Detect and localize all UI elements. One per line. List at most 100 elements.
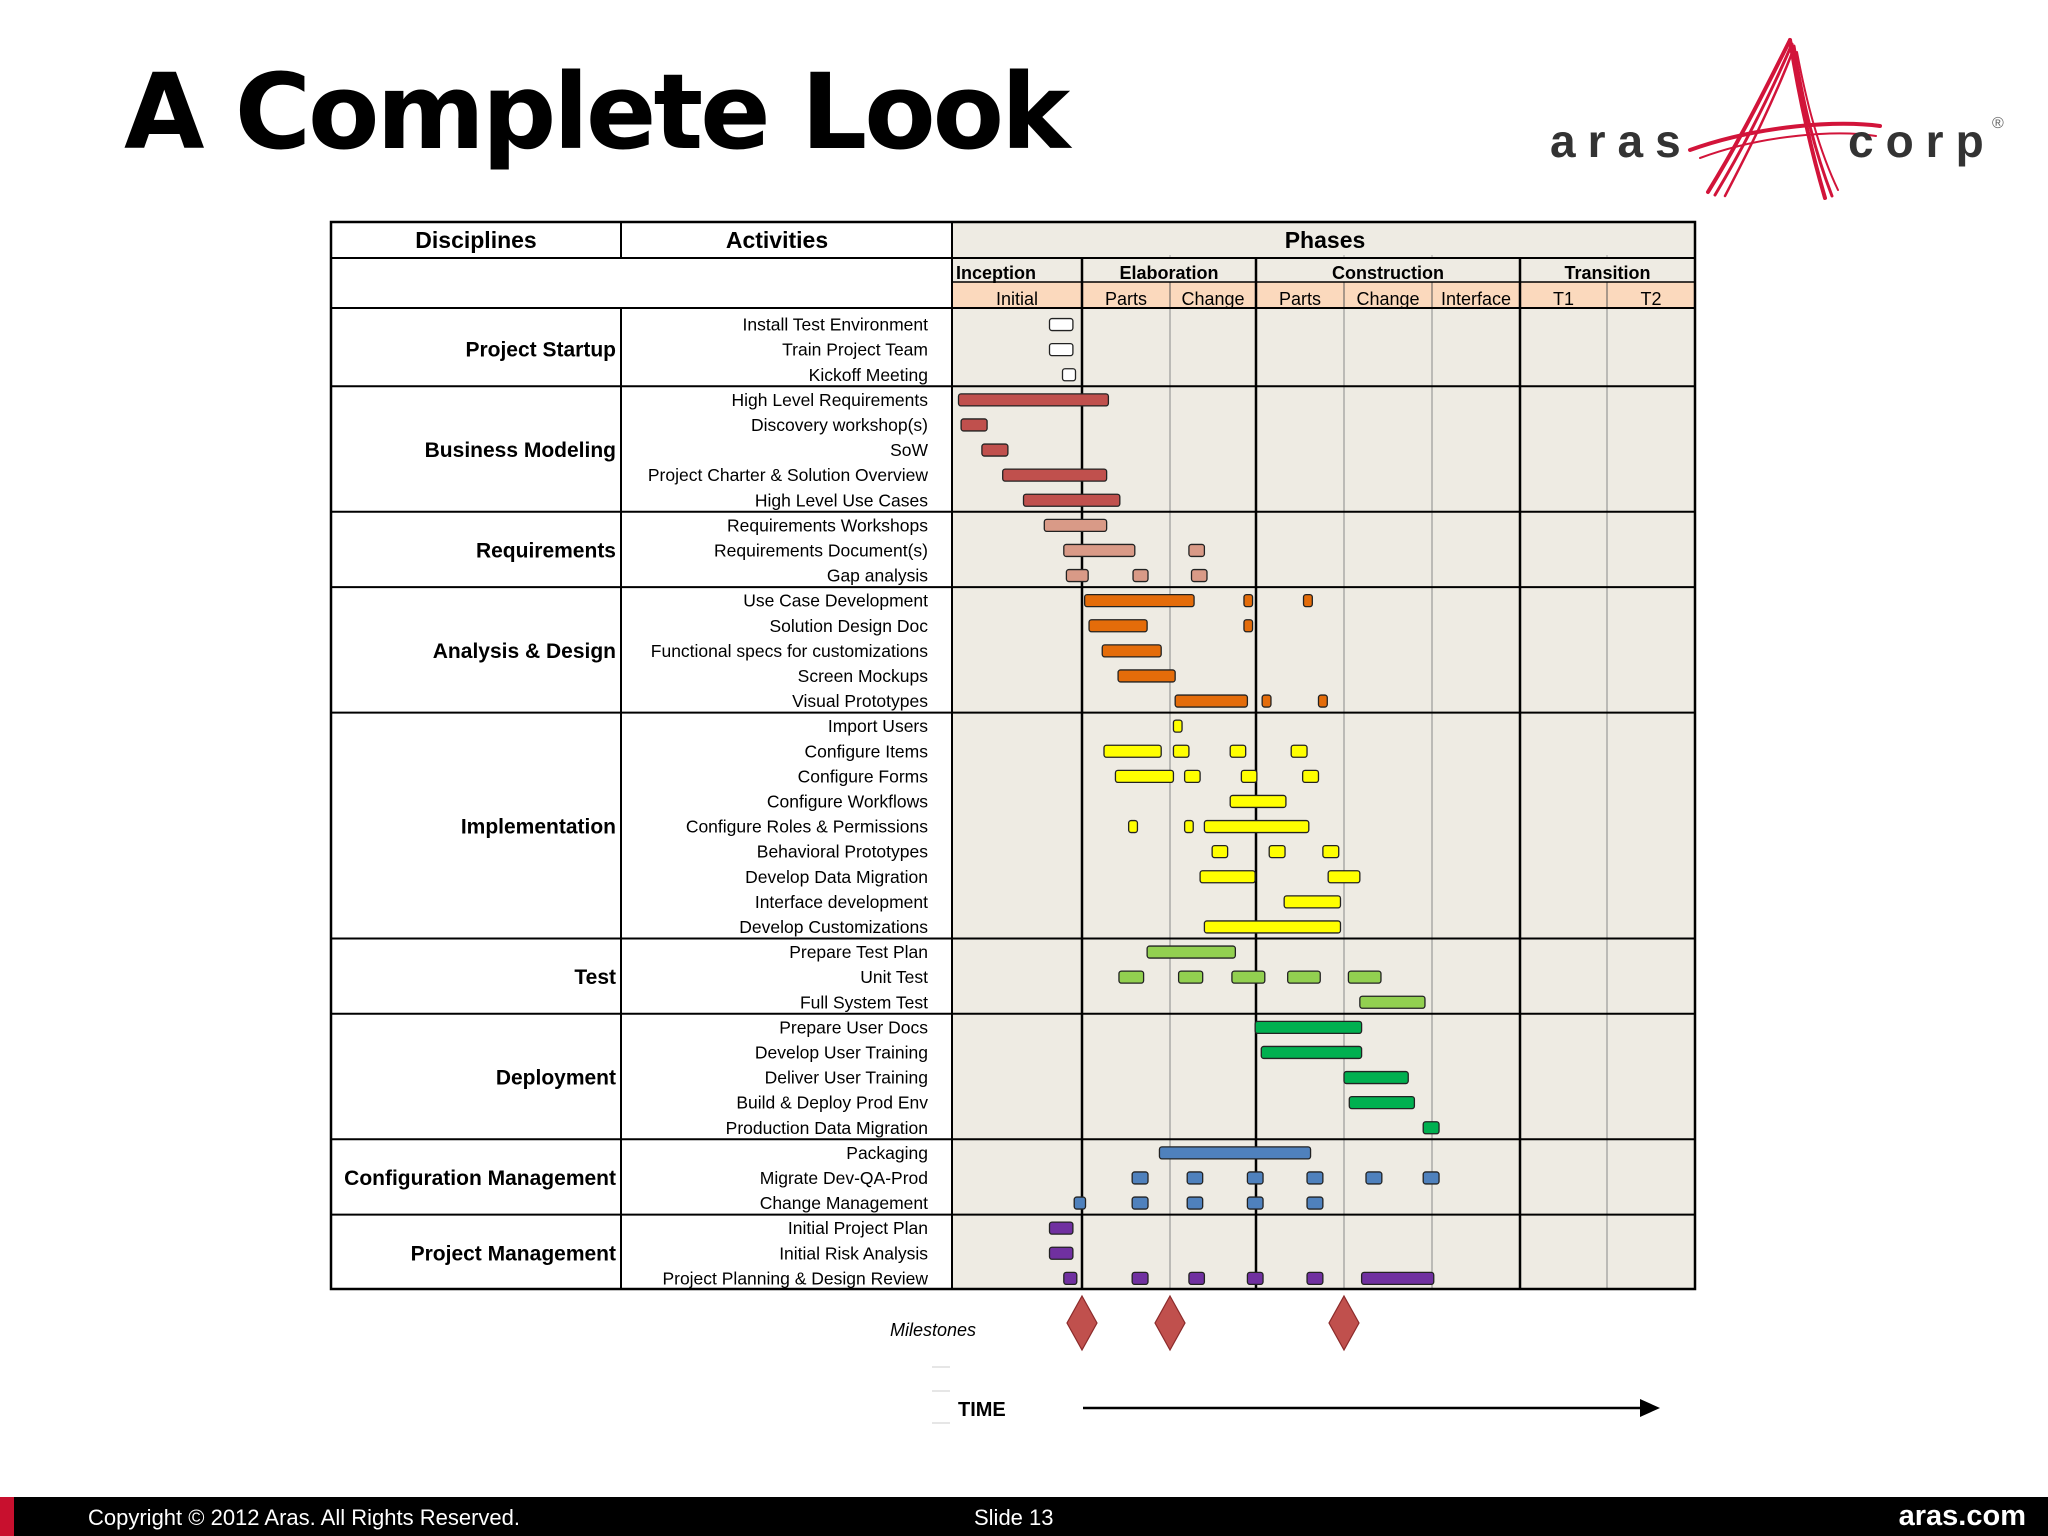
milestones-label: Milestones xyxy=(890,1320,976,1340)
milestone-diamond-icon xyxy=(1154,1294,1186,1352)
aras-a-mark-icon xyxy=(1688,38,1882,200)
discipline-deployment: Deployment xyxy=(496,1067,616,1090)
activity-configure-workflows: Configure Workflows xyxy=(767,791,928,811)
activity-packaging: Packaging xyxy=(846,1143,928,1163)
bar-unit-test xyxy=(1177,970,1204,984)
bar-visual-prototypes xyxy=(1317,694,1328,708)
phase-labels: Inception Initial Elaboration Parts Change Co… xyxy=(956,263,1662,309)
activity-requirements-document-s: Requirements Document(s) xyxy=(714,540,928,560)
bar-migrate-dev-qa-prod xyxy=(1186,1171,1204,1185)
milestones: Milestones xyxy=(890,1294,1360,1352)
bar-develop-data-migration xyxy=(1327,870,1361,884)
gantt-chart: Disciplines Activities Phases InceptionI… xyxy=(329,220,1697,1424)
subphase-label-t2: T2 xyxy=(1640,289,1661,309)
activity-labels: Install Test Environment Train Project Te… xyxy=(648,315,929,1289)
phase-label-elaboration: Elaboration xyxy=(1119,263,1218,283)
grid-lines xyxy=(329,220,1697,1291)
bar-import-users xyxy=(1172,719,1183,733)
activity-install-test-environment: Install Test Environment xyxy=(743,315,929,335)
activity-functional-specs-for-customizations: Functional specs for customizations xyxy=(651,641,928,661)
discipline-project-startup: Project Startup xyxy=(465,339,616,362)
footer-bar: Copyright © 2012 Aras. All Rights Reserv… xyxy=(0,1497,2048,1536)
bar-change-management xyxy=(1073,1196,1087,1210)
bar-sow xyxy=(981,443,1009,457)
milestone-diamond-icon xyxy=(1066,1294,1098,1352)
bar-develop-user-training xyxy=(1260,1045,1363,1060)
bar-unit-test xyxy=(1347,970,1382,984)
bar-configure-forms xyxy=(1183,769,1201,783)
activity-initial-project-plan: Initial Project Plan xyxy=(788,1218,928,1238)
bar-prepare-user-docs xyxy=(1254,1020,1363,1034)
bar-project-planning-and-design-review xyxy=(1063,1271,1078,1285)
discipline-labels: Project Startup Business Modeling Requirem… xyxy=(344,339,616,1266)
bar-project-planning-and-design-review xyxy=(1360,1271,1435,1285)
activity-project-charter-and-solution-overview: Project Charter & Solution Overview xyxy=(648,465,928,485)
subphase-label-t1: T1 xyxy=(1553,289,1574,309)
bar-use-case-development xyxy=(1302,594,1313,608)
bar-develop-customizations xyxy=(1203,920,1342,934)
activity-configure-forms: Configure Forms xyxy=(798,766,929,786)
discipline-implementation: Implementation xyxy=(461,816,616,839)
bar-discovery-workshop-s xyxy=(960,418,988,432)
activity-full-system-test: Full System Test xyxy=(800,992,928,1012)
bar-gap-analysis xyxy=(1190,568,1208,583)
bar-initial-risk-analysis xyxy=(1048,1246,1074,1260)
phases-background xyxy=(952,222,1695,1289)
bar-initial-project-plan xyxy=(1048,1221,1074,1235)
bar-use-case-development xyxy=(1083,594,1195,608)
bar-interface-development xyxy=(1283,895,1342,909)
activity-requirements-workshops: Requirements Workshops xyxy=(727,515,928,535)
activity-deliver-user-training: Deliver User Training xyxy=(765,1068,928,1088)
bar-kickoff-meeting xyxy=(1061,368,1077,382)
activity-kickoff-meeting: Kickoff Meeting xyxy=(809,365,928,385)
footer-accent-stripe xyxy=(0,1497,14,1536)
activity-sow: SoW xyxy=(890,440,928,460)
bar-configure-workflows xyxy=(1229,794,1287,809)
header-phases: Phases xyxy=(1285,227,1366,253)
activity-develop-user-training: Develop User Training xyxy=(755,1042,928,1062)
bar-production-data-migration xyxy=(1422,1121,1440,1135)
activity-unit-test: Unit Test xyxy=(860,967,928,987)
phase-header-bg xyxy=(952,282,1695,308)
header-row: Disciplines Activities Phases xyxy=(415,227,1365,253)
header-activities: Activities xyxy=(726,227,828,253)
activity-configure-items: Configure Items xyxy=(804,741,928,761)
footer-site-link[interactable]: aras.com xyxy=(1898,1500,2026,1532)
bar-migrate-dev-qa-prod xyxy=(1246,1171,1264,1185)
subphase-label-parts: Parts xyxy=(1279,289,1321,309)
bar-high-level-use-cases xyxy=(1022,493,1121,507)
bar-screen-mockups xyxy=(1117,669,1176,683)
activity-high-level-use-cases: High Level Use Cases xyxy=(755,490,928,510)
bar-solution-design-doc xyxy=(1243,619,1254,633)
activity-build-and-deploy-prod-env: Build & Deploy Prod Env xyxy=(736,1093,928,1113)
activity-production-data-migration: Production Data Migration xyxy=(726,1118,928,1138)
slide-title: A Complete Look xyxy=(124,51,1070,173)
discipline-project-management: Project Management xyxy=(411,1242,616,1265)
bar-gap-analysis xyxy=(1065,568,1089,583)
bar-install-test-environment xyxy=(1048,317,1074,332)
bar-migrate-dev-qa-prod xyxy=(1131,1171,1149,1185)
bar-packaging xyxy=(1158,1146,1312,1160)
bar-change-management xyxy=(1131,1196,1149,1210)
bar-configure-items xyxy=(1229,744,1247,758)
bar-visual-prototypes xyxy=(1174,694,1249,708)
bar-project-planning-and-design-review xyxy=(1131,1271,1149,1285)
activity-import-users: Import Users xyxy=(828,716,928,736)
bar-migrate-dev-qa-prod xyxy=(1422,1171,1440,1185)
subphase-label-parts: Parts xyxy=(1105,289,1147,309)
bar-behavioral-prototypes xyxy=(1211,845,1229,859)
activity-prepare-user-docs: Prepare User Docs xyxy=(779,1017,928,1037)
milestone-diamond-icon xyxy=(1328,1294,1360,1352)
bar-change-management xyxy=(1186,1196,1204,1210)
bar-develop-data-migration xyxy=(1199,870,1256,884)
activity-gap-analysis: Gap analysis xyxy=(827,566,928,586)
phase-label-construction: Construction xyxy=(1332,263,1444,283)
activity-interface-development: Interface development xyxy=(755,892,928,912)
bar-full-system-test xyxy=(1359,995,1426,1009)
bar-prepare-test-plan xyxy=(1146,945,1237,959)
bar-use-case-development xyxy=(1243,594,1254,608)
activity-visual-prototypes: Visual Prototypes xyxy=(792,691,928,711)
discipline-analysis-and-design: Analysis & Design xyxy=(433,640,616,663)
activity-use-case-development: Use Case Development xyxy=(743,591,928,611)
phase-label-transition: Transition xyxy=(1564,263,1650,283)
